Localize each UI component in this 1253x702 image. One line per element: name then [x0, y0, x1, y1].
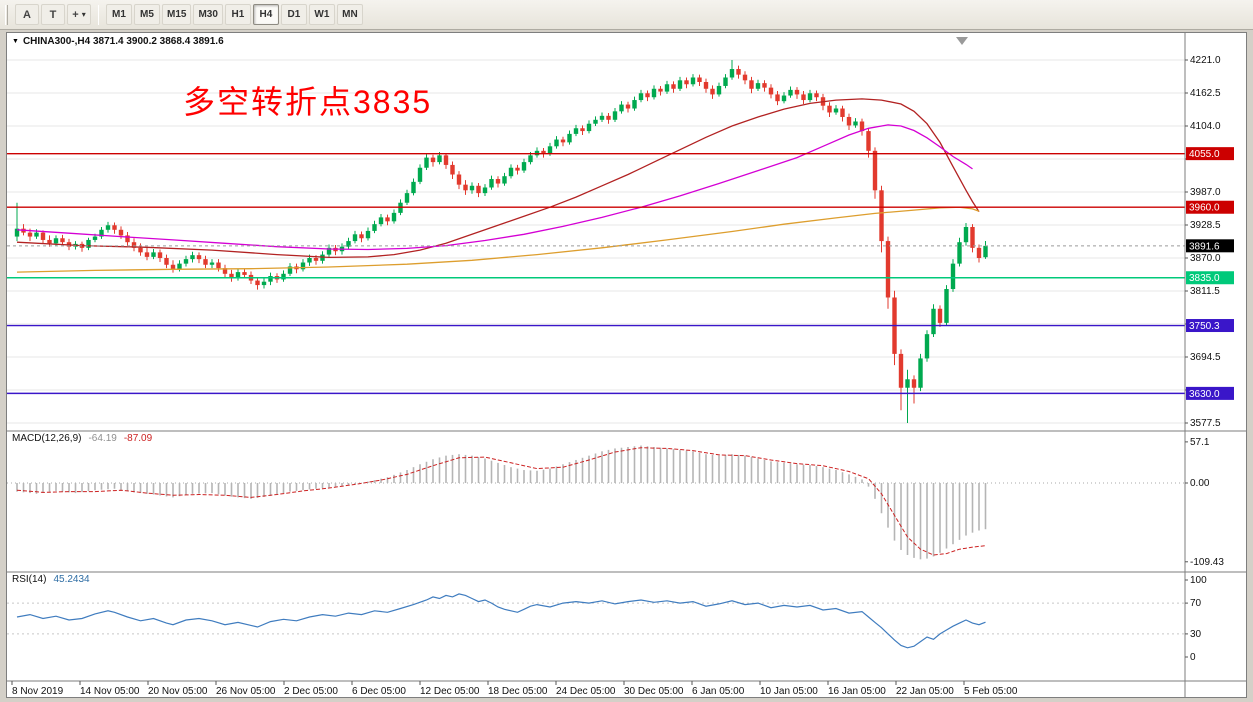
chart-shift-marker	[956, 37, 968, 45]
macd-indicator-name: MACD(12,26,9)	[12, 433, 82, 444]
svg-text:57.1: 57.1	[1190, 437, 1210, 448]
svg-text:8 Nov 2019: 8 Nov 2019	[12, 686, 64, 697]
svg-text:4162.5: 4162.5	[1190, 88, 1221, 99]
timeframe-button-m5[interactable]: M5	[134, 4, 160, 25]
chevron-down-icon: ▾	[81, 10, 86, 19]
timeframe-button-w1[interactable]: W1	[308, 4, 335, 25]
svg-text:10 Jan 05:00: 10 Jan 05:00	[760, 686, 818, 697]
ma-slow-red	[16, 98, 980, 259]
chart-canvas[interactable]: 4221.0 4162.5 4104.0 3987.0 3928.5 3870.0 3811…	[7, 33, 1246, 697]
svg-text:3928.5: 3928.5	[1190, 220, 1221, 231]
panel-separators	[7, 430, 1246, 682]
timeframe-button-mn[interactable]: MN	[336, 4, 363, 25]
svg-text:20 Nov 05:00: 20 Nov 05:00	[148, 686, 208, 697]
macd-main-value: -64.19	[88, 433, 117, 444]
symbol-dropdown-icon: ▼	[12, 38, 19, 45]
crosshair-tool-dropdown-button[interactable]: + ▾	[67, 4, 91, 25]
timeframe-button-m1[interactable]: M1	[106, 4, 132, 25]
svg-text:6 Dec 05:00: 6 Dec 05:00	[352, 686, 406, 697]
svg-text:3891.6: 3891.6	[1189, 241, 1220, 252]
svg-text:3987.0: 3987.0	[1190, 187, 1221, 198]
chart-annotation-text[interactable]: 多空转折点3835	[183, 84, 433, 120]
rsi-panel	[7, 593, 1185, 649]
svg-text:0.00: 0.00	[1190, 478, 1210, 489]
svg-text:3577.5: 3577.5	[1190, 418, 1221, 429]
ma-medium-magenta	[16, 124, 973, 251]
svg-text:4221.0: 4221.0	[1190, 55, 1221, 66]
rsi-indicator-name: RSI(14)	[12, 574, 47, 585]
timeframe-button-h1[interactable]: H1	[224, 4, 251, 25]
svg-text:3750.3: 3750.3	[1189, 321, 1220, 332]
svg-text:16 Jan 05:00: 16 Jan 05:00	[828, 686, 886, 697]
macd-label: MACD(12,26,9) -64.19 -87.09	[12, 433, 153, 444]
rsi-label: RSI(14) 45.2434	[12, 574, 90, 585]
annotation-tool-button[interactable]: A	[15, 4, 39, 25]
grid-lines	[7, 59, 1185, 424]
svg-text:3870.0: 3870.0	[1190, 253, 1221, 264]
toolbar: A T + ▾ M1 M5 M15 M30 H1 H4 D1 W1 MN	[0, 0, 1253, 30]
svg-text:-109.43: -109.43	[1190, 557, 1224, 568]
svg-text:30: 30	[1190, 629, 1202, 640]
svg-text:12 Dec 05:00: 12 Dec 05:00	[420, 686, 480, 697]
svg-text:5 Feb 05:00: 5 Feb 05:00	[964, 686, 1018, 697]
svg-text:4055.0: 4055.0	[1189, 149, 1220, 160]
timeframe-button-h4[interactable]: H4	[252, 4, 279, 25]
svg-text:14 Nov 05:00: 14 Nov 05:00	[80, 686, 140, 697]
svg-text:22 Jan 05:00: 22 Jan 05:00	[896, 686, 954, 697]
svg-text:100: 100	[1190, 575, 1207, 586]
timeframe-button-m30[interactable]: M30	[193, 4, 223, 25]
candlesticks	[14, 60, 988, 423]
svg-text:3835.0: 3835.0	[1189, 273, 1220, 284]
timeframe-button-d1[interactable]: D1	[280, 4, 307, 25]
svg-text:3630.0: 3630.0	[1189, 389, 1220, 400]
time-axis: 8 Nov 2019 14 Nov 05:00 20 Nov 05:00 26 Nov…	[11, 681, 1018, 697]
chart-window: 4221.0 4162.5 4104.0 3987.0 3928.5 3870.0 3811…	[6, 32, 1247, 698]
svg-text:70: 70	[1190, 598, 1202, 609]
svg-text:6 Jan 05:00: 6 Jan 05:00	[692, 686, 745, 697]
rsi-value: 45.2434	[53, 574, 90, 585]
svg-text:26 Nov 05:00: 26 Nov 05:00	[216, 686, 276, 697]
svg-text:24 Dec 05:00: 24 Dec 05:00	[556, 686, 616, 697]
svg-text:2 Dec 05:00: 2 Dec 05:00	[284, 686, 338, 697]
toolbar-separator	[98, 4, 99, 25]
price-axis: 4221.0 4162.5 4104.0 3987.0 3928.5 3870.0 3811…	[1184, 33, 1234, 697]
svg-text:0: 0	[1190, 652, 1196, 663]
chart-title: ▼ CHINA300-,H4 3871.4 3900.2 3868.4 3891…	[12, 36, 224, 47]
svg-text:30 Dec 05:00: 30 Dec 05:00	[624, 686, 684, 697]
macd-signal-value: -87.09	[123, 433, 153, 444]
timeframe-button-m15[interactable]: M15	[162, 4, 192, 25]
macd-panel	[7, 445, 1185, 560]
symbol-ohlc-text: CHINA300-,H4 3871.4 3900.2 3868.4 3891.6	[22, 36, 224, 47]
svg-text:18 Dec 05:00: 18 Dec 05:00	[488, 686, 548, 697]
svg-text:3960.0: 3960.0	[1189, 203, 1220, 214]
svg-text:4104.0: 4104.0	[1190, 121, 1221, 132]
svg-text:3811.5: 3811.5	[1190, 286, 1220, 297]
crosshair-icon: +	[72, 8, 79, 21]
svg-text:3694.5: 3694.5	[1190, 352, 1221, 363]
text-tool-button[interactable]: T	[41, 4, 65, 25]
horizontal-level-lines	[7, 152, 1185, 395]
toolbar-grip-handle[interactable]	[5, 4, 8, 25]
